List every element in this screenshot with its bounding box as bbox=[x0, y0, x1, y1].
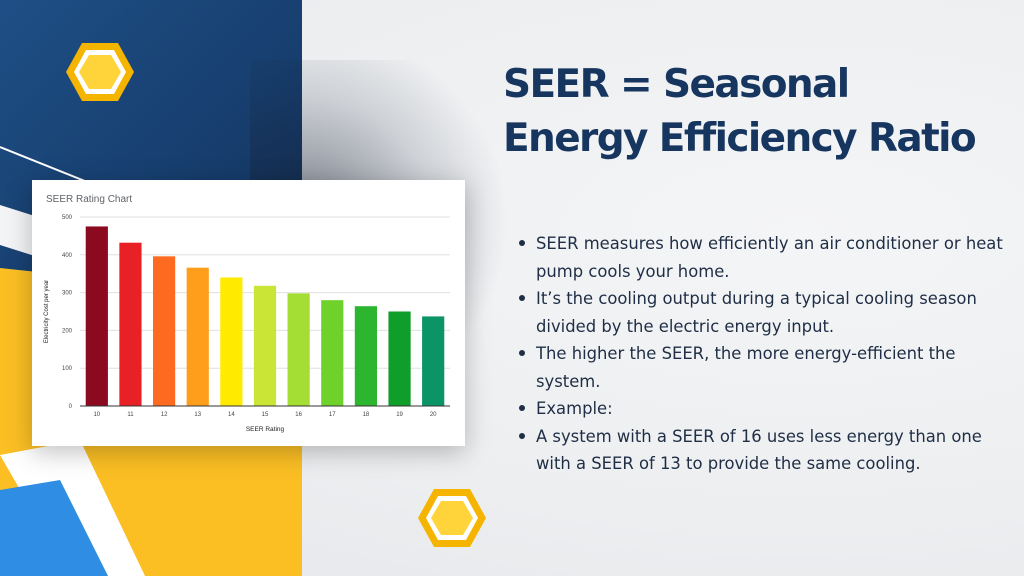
y-tick-label: 300 bbox=[62, 291, 73, 297]
bullet-item: SEER measures how efficiently an air con… bbox=[513, 230, 1013, 285]
seer-rating-chart-card: SEER Rating Chart 10 11 12 13 14 15 16 17 18 19 20… bbox=[32, 180, 465, 446]
x-tick-label: 14 bbox=[228, 412, 235, 418]
bar-seer-14 bbox=[220, 277, 243, 406]
y-axis-tick-labels: 0 100 200 300 400 500 bbox=[62, 215, 73, 410]
x-tick-label: 16 bbox=[295, 412, 302, 418]
bar-seer-17 bbox=[321, 300, 344, 406]
bar-seer-13 bbox=[186, 267, 209, 406]
x-tick-label: 18 bbox=[363, 412, 370, 418]
slide-title-line-1: SEER = Seasonal bbox=[503, 62, 850, 107]
bar-seer-16 bbox=[287, 293, 310, 406]
y-axis-label: Electricity Cost per year bbox=[44, 280, 50, 343]
chart-title: SEER Rating Chart bbox=[46, 194, 132, 205]
seer-rating-chart: SEER Rating Chart 10 11 12 13 14 15 16 17 18 19 20… bbox=[44, 194, 450, 433]
bar-seer-19 bbox=[388, 311, 411, 406]
x-tick-label: 13 bbox=[194, 412, 201, 418]
x-tick-label: 17 bbox=[329, 412, 336, 418]
bar-seer-20 bbox=[422, 316, 445, 406]
x-axis-label: SEER Rating bbox=[246, 426, 285, 433]
slide-title-line-2: Energy Efficiency Ratio bbox=[503, 116, 977, 161]
bullet-item: The higher the SEER, the more energy-eff… bbox=[513, 340, 1013, 395]
bullet-item: A system with a SEER of 16 uses less ene… bbox=[513, 423, 1013, 478]
slide-title: SEER = Seasonal Energy Efficiency Ratio bbox=[503, 58, 1018, 166]
bar-seer-18 bbox=[354, 306, 378, 406]
x-tick-label: 10 bbox=[93, 412, 100, 418]
x-tick-label: 20 bbox=[430, 412, 437, 418]
blue-accent-shape bbox=[0, 480, 108, 576]
bar-seer-15 bbox=[253, 285, 277, 406]
x-tick-label: 15 bbox=[262, 412, 269, 418]
x-tick-label: 11 bbox=[127, 412, 134, 418]
y-tick-label: 200 bbox=[62, 328, 73, 334]
x-tick-label: 19 bbox=[396, 412, 403, 418]
bar-seer-11 bbox=[119, 242, 142, 406]
y-tick-label: 400 bbox=[62, 253, 73, 259]
hexagon-icon bbox=[418, 489, 486, 547]
y-tick-label: 100 bbox=[62, 366, 73, 372]
y-tick-label: 500 bbox=[62, 215, 73, 221]
x-axis-tick-labels: 10 11 12 13 14 15 16 17 18 19 20 bbox=[93, 412, 437, 418]
bar-seer-12 bbox=[152, 256, 176, 406]
bullet-item: It’s the cooling output during a typical… bbox=[513, 285, 1013, 340]
bullet-item: Example: bbox=[513, 395, 1013, 423]
bar-seer-10 bbox=[85, 226, 108, 406]
y-tick-label: 0 bbox=[69, 404, 73, 410]
x-tick-label: 12 bbox=[161, 412, 168, 418]
bullet-list: SEER measures how efficiently an air con… bbox=[513, 230, 1013, 478]
hexagon-icon bbox=[66, 43, 134, 101]
chart-bars bbox=[85, 226, 445, 406]
